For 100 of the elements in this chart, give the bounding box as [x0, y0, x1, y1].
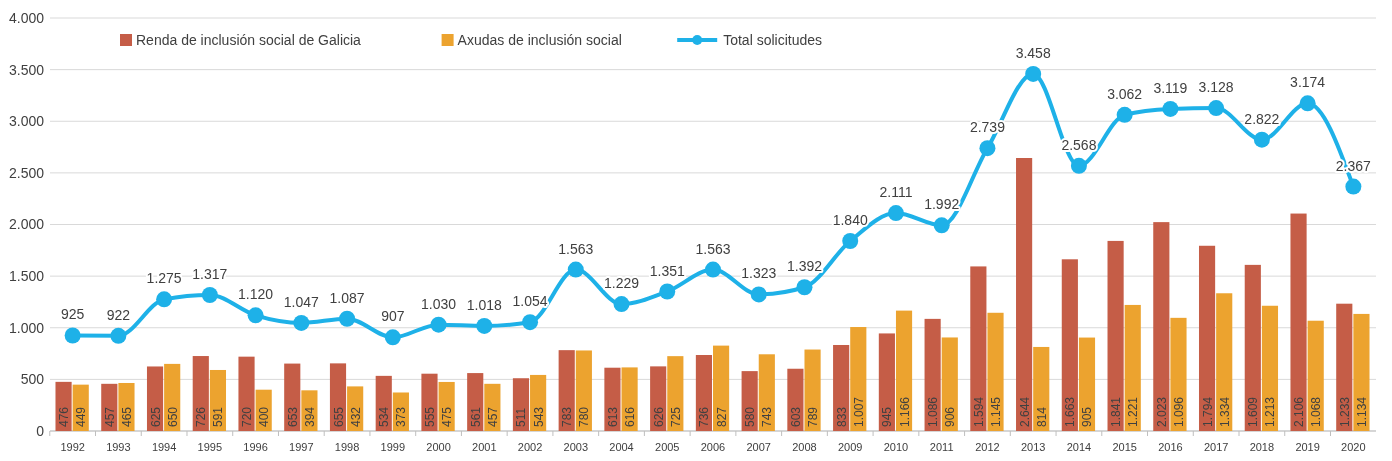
- data-label: 653: [285, 406, 300, 427]
- point: [750, 286, 767, 303]
- data-label: 1.054: [512, 293, 548, 310]
- data-label: 907: [381, 308, 405, 325]
- data-label: 475: [440, 406, 455, 427]
- point: [339, 310, 356, 327]
- data-label: 3.174: [1290, 74, 1326, 91]
- bar: [970, 266, 987, 431]
- data-label: 449: [74, 406, 89, 427]
- data-label: 373: [394, 406, 409, 427]
- point: [293, 314, 310, 331]
- data-label: 1.563: [695, 240, 731, 257]
- y-tick-label: 500: [20, 371, 45, 388]
- data-label: 3.128: [1198, 79, 1234, 96]
- point: [1070, 157, 1087, 174]
- data-label: 925: [60, 306, 85, 323]
- point: [613, 296, 630, 313]
- data-label: 400: [257, 406, 272, 427]
- data-label: 1.068: [1309, 396, 1324, 427]
- bar: [1244, 264, 1261, 431]
- bar: [192, 356, 209, 431]
- data-label: 2.106: [1292, 396, 1307, 427]
- bar: [987, 312, 1004, 431]
- bar: [1107, 240, 1124, 431]
- data-label: 783: [560, 406, 575, 427]
- y-tick-label: 1.500: [8, 268, 45, 285]
- data-label: 833: [834, 406, 849, 427]
- point: [567, 261, 584, 278]
- bar: [1307, 320, 1324, 431]
- data-label: 726: [194, 406, 209, 427]
- bar: [1170, 317, 1187, 431]
- bar: [1216, 293, 1233, 431]
- bar: [1153, 222, 1170, 431]
- data-label: 561: [468, 406, 483, 427]
- data-label: 789: [806, 406, 821, 427]
- data-label: 1.221: [1126, 396, 1141, 427]
- point: [64, 327, 81, 344]
- bar: [575, 350, 592, 431]
- y-tick-label: 2.500: [8, 164, 45, 181]
- point: [842, 233, 859, 250]
- bar: [1353, 313, 1370, 431]
- bar: [878, 333, 895, 431]
- bar: [850, 327, 867, 431]
- bar: [1124, 304, 1141, 431]
- bar: [1061, 259, 1078, 431]
- point: [384, 329, 401, 346]
- point: [1253, 131, 1270, 148]
- x-tick-label: 2012: [975, 441, 1000, 453]
- data-label: 1.213: [1263, 396, 1278, 427]
- point: [1345, 178, 1362, 195]
- y-tick-label: 0: [36, 422, 45, 439]
- data-label: 906: [943, 406, 958, 427]
- point: [522, 314, 539, 331]
- x-tick-label: 1994: [151, 441, 177, 453]
- data-label: 1.086: [926, 396, 941, 427]
- data-label: 655: [331, 406, 346, 427]
- bar: [55, 381, 72, 431]
- x-tick-label: 2010: [883, 441, 909, 453]
- point: [1116, 106, 1133, 123]
- data-label: 1.134: [1354, 396, 1369, 427]
- data-label: 2.644: [1017, 396, 1032, 427]
- bar: [604, 367, 621, 431]
- x-tick-label: 2000: [426, 441, 451, 453]
- x-tick-label: 2004: [609, 441, 634, 453]
- legend-label: Total solicitudes: [723, 31, 823, 48]
- data-label: 814: [1034, 406, 1049, 427]
- data-label: 1.563: [558, 240, 594, 257]
- x-tick-label: 2009: [837, 441, 863, 453]
- bar: [1290, 213, 1307, 431]
- bar: [1198, 245, 1216, 431]
- point: [476, 317, 493, 334]
- data-label: 827: [714, 406, 729, 427]
- bar: [667, 356, 684, 431]
- data-label: 743: [760, 406, 775, 427]
- data-label: 543: [531, 406, 546, 427]
- data-label: 1.275: [146, 270, 182, 287]
- data-label: 1.047: [283, 293, 320, 310]
- x-tick-label: 2006: [700, 441, 726, 453]
- data-label: 511: [514, 407, 529, 427]
- x-tick-label: 2015: [1112, 441, 1137, 453]
- data-label: 1.663: [1063, 396, 1078, 427]
- x-tick-label: 1993: [106, 441, 131, 453]
- x-tick-label: 2020: [1341, 441, 1366, 453]
- data-label: 3.458: [1015, 44, 1051, 61]
- point: [1299, 95, 1316, 112]
- data-label: 476: [57, 406, 72, 427]
- x-tick-label: 2008: [792, 441, 817, 453]
- data-label: 534: [377, 406, 392, 427]
- data-label: 1.351: [649, 262, 685, 279]
- legend-label: Axudas de inclusión social: [457, 31, 622, 48]
- data-label: 613: [605, 406, 620, 427]
- bar: [238, 356, 255, 431]
- y-tick-label: 1.000: [8, 319, 45, 336]
- x-tick-label: 2014: [1066, 441, 1092, 453]
- data-label: 720: [240, 406, 255, 427]
- data-label: 603: [788, 406, 803, 427]
- point: [933, 217, 950, 234]
- point: [201, 287, 218, 304]
- data-label: 1.992: [924, 196, 960, 213]
- point: [796, 279, 813, 296]
